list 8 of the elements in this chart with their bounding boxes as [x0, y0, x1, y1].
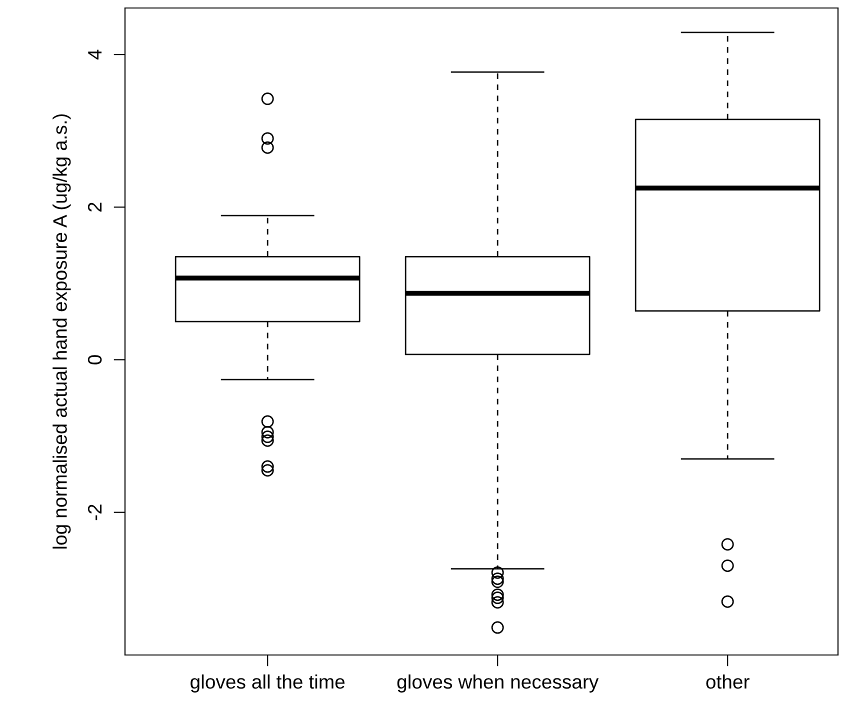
- y-tick-label: 2: [88, 202, 102, 212]
- y-tick-label: 0: [88, 355, 102, 364]
- x-tick-label: gloves when necessary: [397, 674, 599, 693]
- y-tick-label: -2: [88, 504, 102, 520]
- y-axis-title: log normalised actual hand exposure A (ug/kg a.s.): [52, 114, 71, 549]
- x-tick-label: other: [706, 674, 750, 689]
- y-tick-label: 4: [88, 50, 102, 60]
- x-tick-label: gloves all the time: [190, 674, 345, 693]
